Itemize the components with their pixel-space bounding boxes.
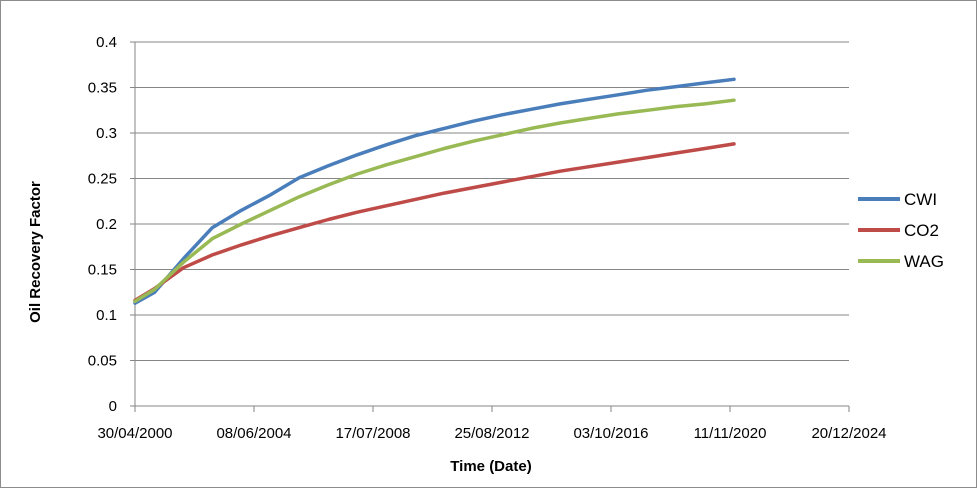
x-axis-title: Time (Date) <box>450 458 531 475</box>
y-tick-label: 0.3 <box>96 125 117 142</box>
y-tick-label: 0.2 <box>96 216 117 233</box>
legend-label-wag: WAG <box>904 252 944 271</box>
x-tick-label: 25/08/2012 <box>454 425 529 442</box>
x-tick-label: 08/06/2004 <box>216 425 291 442</box>
x-tick-label: 30/04/2000 <box>97 425 172 442</box>
y-tick-label: 0 <box>109 398 117 415</box>
legend: CWI CO2 WAG <box>858 190 944 271</box>
x-tick-labels: 30/04/2000 08/06/2004 17/07/2008 25/08/2012… <box>97 425 886 442</box>
x-tick-label: 03/10/2016 <box>573 425 648 442</box>
series-line-wag <box>133 98 736 304</box>
grid-lines <box>135 41 849 361</box>
series-line-cwi <box>133 77 736 305</box>
series-lines <box>133 77 736 305</box>
x-tick-label: 17/07/2008 <box>335 425 410 442</box>
series-line-co2 <box>133 142 736 303</box>
x-tick-label: 11/11/2020 <box>694 425 767 442</box>
y-tick-label: 0.15 <box>88 262 117 279</box>
y-tick-label: 0.25 <box>88 171 117 188</box>
y-axis-title: Oil Recovery Factor <box>27 181 44 323</box>
x-tick-label: 20/12/2024 <box>811 425 886 442</box>
y-tick-label: 0.35 <box>88 80 117 97</box>
legend-label-co2: CO2 <box>904 221 939 240</box>
y-tick-labels: 0 0.05 0.1 0.15 0.2 0.25 0.3 0.35 0.4 <box>88 34 117 415</box>
axes <box>130 41 850 412</box>
y-tick-label: 0.05 <box>88 353 117 370</box>
y-tick-label: 0.4 <box>96 34 117 51</box>
y-tick-label: 0.1 <box>96 307 117 324</box>
legend-label-cwi: CWI <box>904 190 937 209</box>
